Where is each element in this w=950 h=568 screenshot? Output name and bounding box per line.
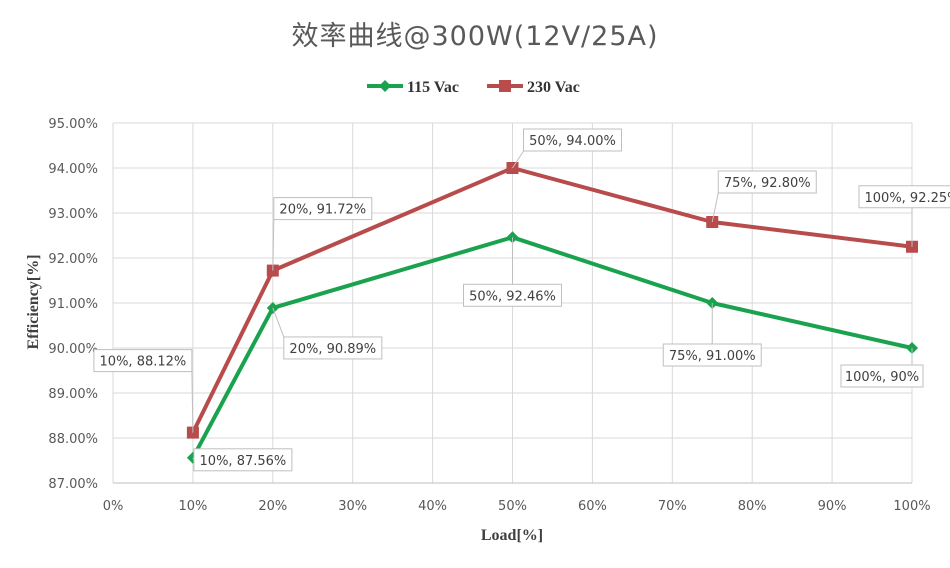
legend-item: 115 Vac [367, 79, 459, 96]
legend-diamond-marker [379, 80, 391, 92]
data-label-box [858, 185, 950, 209]
data-label-box [93, 349, 193, 373]
x-tick-label: 90% [818, 499, 847, 514]
legend-label: 115 Vac [407, 79, 459, 96]
data-label-layer: 10%, 87.56% 20%, 90.89% 50%, 92.46% 75%, 91… [93, 128, 950, 472]
data-label-box [840, 364, 924, 388]
data-label: 20%, 90.89% [289, 342, 376, 357]
x-tick-label: 20% [258, 499, 287, 514]
data-label-box [717, 170, 817, 194]
legend-square-marker [499, 80, 511, 92]
legend: 115 Vac 230 Vac [367, 79, 580, 96]
chart-title: 效率曲线@300W(12V/25A) [291, 21, 658, 52]
x-tick-label: 10% [178, 499, 207, 514]
data-label-callout: 75%, 92.80% [711, 170, 817, 223]
data-label: 100%, 92.25% [865, 191, 950, 206]
data-label: 10%, 88.12% [100, 355, 187, 370]
data-label: 75%, 92.80% [724, 176, 811, 191]
data-label-box [463, 283, 562, 307]
y-tick-label: 94.00% [48, 162, 98, 177]
data-label-callout: 50%, 94.00% [512, 128, 622, 169]
y-tick-label: 92.00% [48, 252, 98, 267]
data-label-box [283, 336, 383, 360]
data-label-box [523, 128, 622, 152]
data-label-leader [272, 307, 285, 338]
y-tick-label: 89.00% [48, 387, 98, 402]
data-label-callout: 10%, 88.12% [93, 349, 194, 433]
legend-item: 230 Vac [487, 79, 580, 96]
data-label: 100%, 90% [845, 370, 919, 385]
y-tick-label: 88.00% [48, 432, 98, 447]
data-label-callout: 100%, 92.25% [858, 185, 950, 247]
x-tick-label: 100% [893, 499, 930, 514]
y-tick-label: 87.00% [48, 477, 98, 492]
data-label-callout: 20%, 91.72% [272, 197, 373, 271]
data-label-leader [512, 150, 524, 169]
data-label-leader [711, 192, 719, 223]
data-label-callout: 100%, 90% [840, 348, 924, 388]
data-label-leader [191, 371, 194, 433]
data-label: 50%, 94.00% [529, 134, 616, 149]
y-tick-label: 91.00% [48, 297, 98, 312]
data-label-callout: 10%, 87.56% [192, 448, 293, 472]
x-tick-label: 80% [738, 499, 767, 514]
data-label-box [662, 343, 762, 367]
data-label: 20%, 91.72% [279, 203, 366, 218]
x-tick-label: 50% [498, 499, 527, 514]
x-tick-label: 60% [578, 499, 607, 514]
x-axis-label: Load[%] [481, 527, 543, 544]
legend-label: 230 Vac [527, 79, 580, 96]
data-label: 75%, 91.00% [669, 349, 756, 364]
data-label-callout: 20%, 90.89% [272, 307, 383, 360]
y-tick-label: 93.00% [48, 207, 98, 222]
data-label: 50%, 92.46% [469, 289, 556, 304]
x-tick-label: 70% [658, 499, 687, 514]
data-label-box [273, 197, 373, 221]
data-label: 10%, 87.56% [200, 454, 287, 469]
x-tick-label: 30% [338, 499, 367, 514]
x-axis-ticks: 0% 10% 20% 30% 40% 50% 60% 70% 80% 90% 100% [103, 499, 931, 514]
data-label-box [193, 448, 293, 472]
x-tick-label: 0% [103, 499, 124, 514]
data-label-leader [272, 219, 275, 271]
y-axis-ticks: 87.00% 88.00% 89.00% 90.00% 91.00% 92.00% 93.0… [48, 117, 98, 492]
data-label-callout: 50%, 92.46% [463, 237, 562, 307]
y-tick-label: 95.00% [48, 117, 98, 132]
data-label-callout: 75%, 91.00% [662, 303, 762, 367]
y-axis-label: Efficiency[%] [25, 254, 42, 349]
x-tick-label: 40% [418, 499, 447, 514]
y-tick-label: 90.00% [48, 342, 98, 357]
